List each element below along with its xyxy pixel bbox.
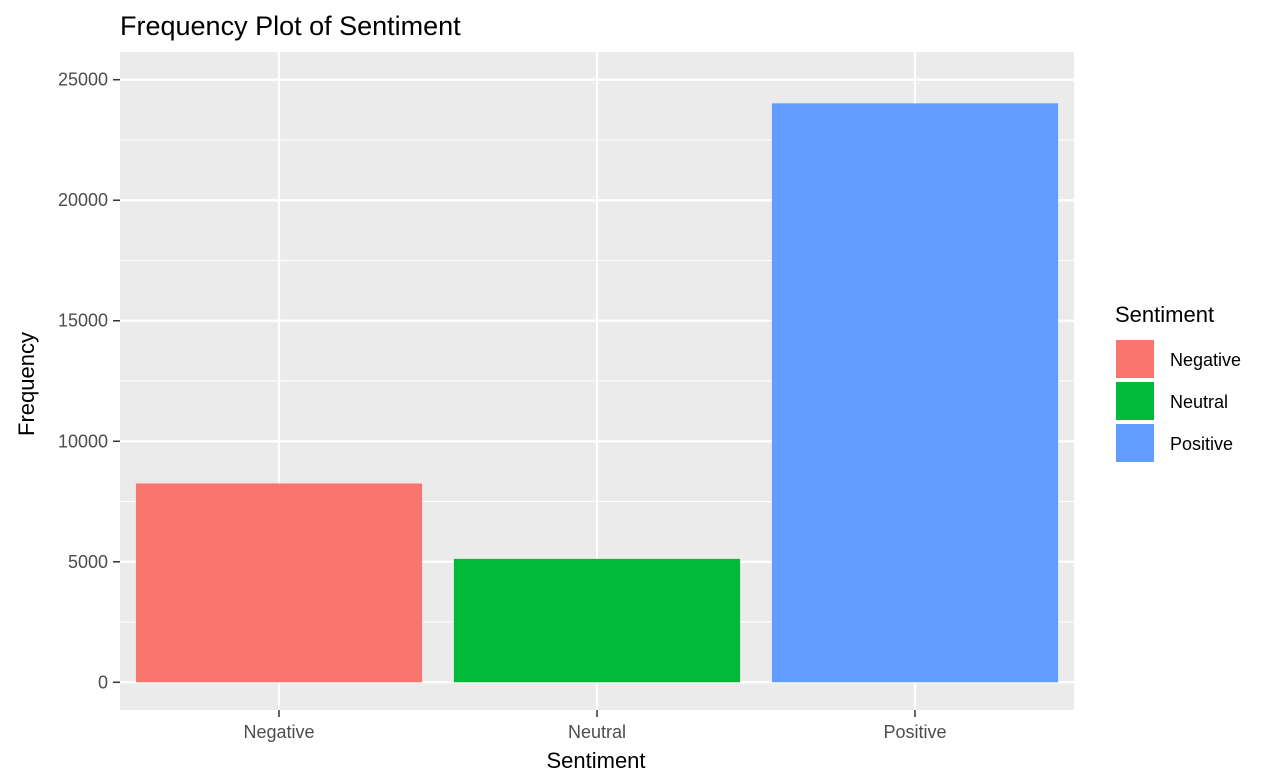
legend-items: Negative Neutral Positive <box>1116 340 1241 462</box>
bar-positive <box>771 103 1059 683</box>
bar-neutral <box>453 558 741 683</box>
y-tick-label: 15000 <box>58 311 108 331</box>
legend-label-negative: Negative <box>1170 350 1241 370</box>
legend-key-negative <box>1116 340 1154 378</box>
legend-key-neutral <box>1116 382 1154 420</box>
x-tick-label: Neutral <box>568 722 626 742</box>
legend-title: Sentiment <box>1115 302 1214 327</box>
x-axis-title: Sentiment <box>546 748 645 773</box>
legend-label-positive: Positive <box>1170 434 1233 454</box>
y-axis: 0 5000 10000 15000 20000 25000 <box>58 70 120 692</box>
x-tick-label: Negative <box>243 722 314 742</box>
bars <box>135 103 1059 683</box>
x-tick-label: Positive <box>883 722 946 742</box>
x-axis: Negative Neutral Positive <box>243 710 947 742</box>
y-tick-label: 25000 <box>58 70 108 90</box>
legend-key-positive <box>1116 424 1154 462</box>
legend-label-neutral: Neutral <box>1170 392 1228 412</box>
y-tick-label: 5000 <box>68 552 108 572</box>
bar-negative <box>135 483 423 683</box>
y-tick-label: 20000 <box>58 190 108 210</box>
chart-title: Frequency Plot of Sentiment <box>120 11 461 41</box>
y-axis-title: Frequency <box>14 332 39 436</box>
legend: Sentiment Negative Neutral Positive <box>1115 302 1241 462</box>
y-tick-label: 10000 <box>58 431 108 451</box>
y-tick-label: 0 <box>98 672 108 692</box>
